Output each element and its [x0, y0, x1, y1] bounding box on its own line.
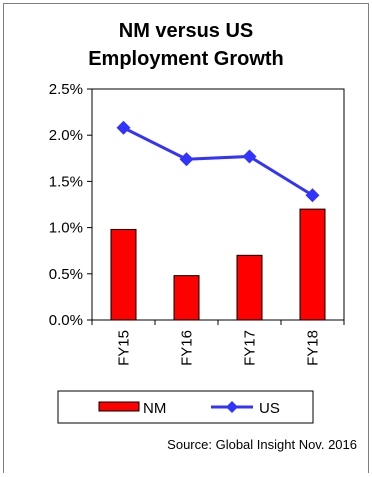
- y-axis: 2.5% 2.0% 1.5% 1.0% 0.5% 0.0%: [49, 81, 92, 329]
- point-us-fy16: [179, 152, 194, 167]
- y-tick-label: 2.5%: [49, 81, 83, 98]
- chart-title-line-2: Employment Growth: [88, 48, 284, 70]
- legend: NM US: [57, 390, 314, 424]
- legend-us-label: US: [259, 400, 280, 417]
- y-tick-label: 2.0%: [49, 127, 83, 144]
- y-tick-label: 0.5%: [49, 266, 83, 283]
- x-tick-label-fy17: FY17: [242, 330, 259, 366]
- nm-bars: [110, 208, 326, 321]
- y-tick-label: 0.0%: [49, 312, 83, 329]
- legend-nm-swatch: [98, 401, 140, 412]
- bar-nm-fy16: [173, 275, 200, 321]
- x-tick-label-fy16: FY16: [179, 330, 196, 366]
- us-line-series: [116, 120, 320, 203]
- chart: NM versus US Employment Growth 2.5% 2.0%…: [3, 3, 369, 473]
- x-tick-label-fy15: FY15: [116, 330, 133, 366]
- legend-nm-label: NM: [143, 400, 166, 417]
- point-us-fy18: [305, 188, 320, 203]
- bar-nm-fy15: [110, 228, 137, 321]
- legend-us-marker: [226, 401, 238, 413]
- y-tick-label: 1.5%: [49, 173, 83, 190]
- x-axis: FY15 FY16 FY17 FY18: [91, 320, 345, 366]
- x-tick-label-fy18: FY18: [305, 330, 322, 366]
- point-us-fy17: [242, 149, 257, 164]
- chart-border: [3, 3, 369, 473]
- point-us-fy15: [116, 120, 131, 135]
- us-series-line: [122, 126, 314, 197]
- source-note: Source: Global Insight Nov. 2016: [167, 437, 357, 452]
- chart-frame: NM versus US Employment Growth 2.5% 2.0%…: [3, 3, 369, 474]
- bar-nm-fy17: [236, 254, 263, 321]
- chart-title-line-1: NM versus US: [119, 20, 254, 42]
- bar-nm-fy18: [299, 208, 326, 321]
- y-tick-label: 1.0%: [49, 220, 83, 237]
